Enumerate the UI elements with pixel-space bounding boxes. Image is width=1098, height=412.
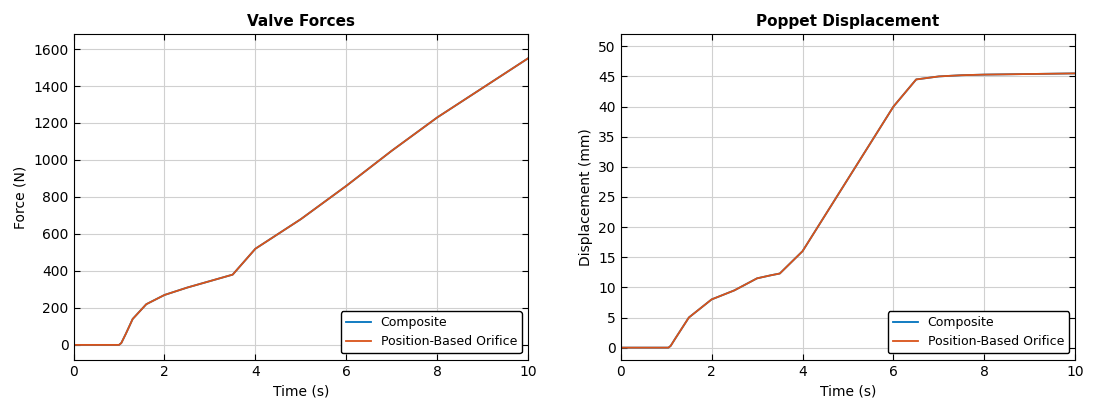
Composite [522,56,535,61]
Composite [120,331,133,336]
Composite [203,279,216,283]
Composite [114,341,127,346]
Position-Based Orifice [819,213,832,218]
Position-Based Orifice [226,272,239,277]
Legend: Composite, Position-Based Orifice: Composite, Position-Based Orifice [340,311,522,353]
Composite [887,104,900,109]
X-axis label: Time (s): Time (s) [820,384,876,398]
Position-Based Orifice [120,331,133,336]
Position-Based Orifice [385,148,399,153]
Position-Based Orifice [1068,71,1082,76]
Composite [705,297,718,302]
Composite [180,285,193,290]
Composite [430,115,444,120]
Position-Based Orifice [773,271,786,276]
Position-Based Orifice [669,336,682,341]
Position-Based Orifice [614,345,627,350]
Composite [796,249,809,254]
Composite [978,72,991,77]
Position-Based Orifice [339,183,352,188]
Position-Based Orifice [796,249,809,254]
Composite [271,232,284,236]
Composite [294,217,307,222]
Composite [669,336,682,341]
Position-Based Orifice [764,273,777,278]
Position-Based Orifice [180,285,193,290]
Position-Based Orifice [139,302,153,307]
Composite [819,213,832,218]
Composite [841,176,854,181]
Composite [955,73,968,78]
Composite [90,342,103,347]
Position-Based Orifice [662,345,675,350]
Position-Based Orifice [158,293,171,297]
Composite [108,342,121,347]
Position-Based Orifice [728,288,741,293]
Composite [1068,71,1082,76]
Composite [385,148,399,153]
Position-Based Orifice [108,342,121,347]
Position-Based Orifice [203,279,216,283]
Position-Based Orifice [430,115,444,120]
Line: Position-Based Orifice: Position-Based Orifice [620,73,1075,348]
Position-Based Orifice [1023,72,1037,77]
Line: Position-Based Orifice: Position-Based Orifice [74,58,528,345]
Title: Valve Forces: Valve Forces [247,14,355,29]
Composite [637,345,650,350]
Composite [126,316,139,321]
Composite [139,302,153,307]
Position-Based Orifice [664,343,677,348]
Position-Based Orifice [294,217,307,222]
Composite [932,74,945,79]
Line: Composite: Composite [74,58,528,345]
Composite [909,77,922,82]
Composite [664,343,677,348]
Composite [226,272,239,277]
Position-Based Orifice [887,104,900,109]
Y-axis label: Force (N): Force (N) [14,165,27,229]
Position-Based Orifice [637,345,650,350]
Position-Based Orifice [114,341,127,346]
Legend: Composite, Position-Based Orifice: Composite, Position-Based Orifice [887,311,1069,353]
Position-Based Orifice [90,342,103,347]
Composite [67,342,80,347]
Position-Based Orifice [660,345,673,350]
Position-Based Orifice [841,176,854,181]
Position-Based Orifice [126,316,139,321]
Composite [614,345,627,350]
Composite [477,85,490,90]
Composite [249,246,262,251]
Line: Composite: Composite [620,73,1075,348]
Composite [339,183,352,188]
Position-Based Orifice [978,72,991,77]
Composite [1023,72,1037,77]
Position-Based Orifice [67,342,80,347]
Position-Based Orifice [682,315,695,320]
Title: Poppet Displacement: Poppet Displacement [757,14,940,29]
Position-Based Orifice [477,85,490,90]
Position-Based Orifice [750,276,763,281]
Position-Based Orifice [271,232,284,236]
Position-Based Orifice [249,246,262,251]
Position-Based Orifice [864,140,877,145]
Position-Based Orifice [705,297,718,302]
Composite [662,345,675,350]
Composite [750,276,763,281]
Y-axis label: Displacement (mm): Displacement (mm) [579,128,593,266]
Position-Based Orifice [932,74,945,79]
Position-Based Orifice [112,342,125,347]
Composite [728,288,741,293]
Composite [864,140,877,145]
Position-Based Orifice [955,73,968,78]
Composite [112,342,125,347]
Composite [682,315,695,320]
Composite [660,345,673,350]
Position-Based Orifice [522,56,535,61]
X-axis label: Time (s): Time (s) [272,384,329,398]
Position-Based Orifice [909,77,922,82]
Composite [764,273,777,278]
Composite [158,293,171,297]
Composite [773,271,786,276]
